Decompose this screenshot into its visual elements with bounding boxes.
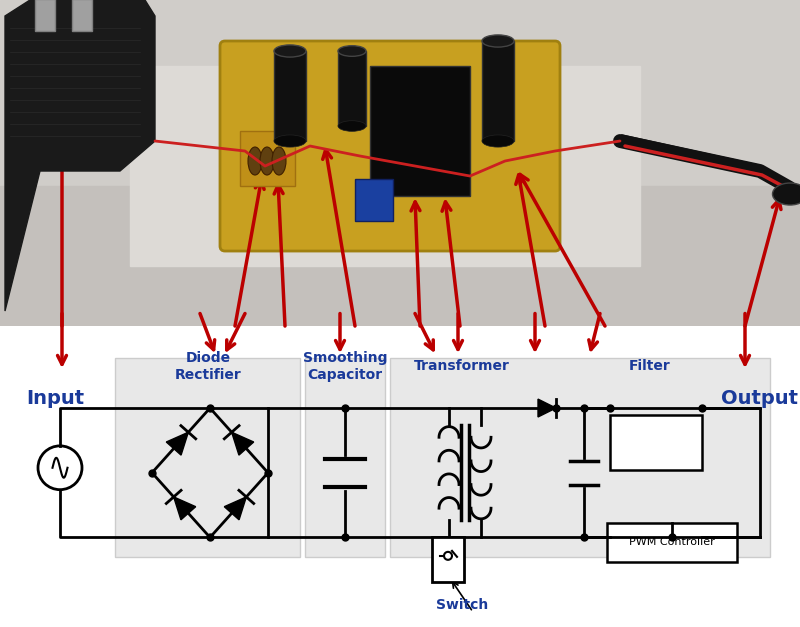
Bar [355, 179, 393, 221]
Polygon shape [174, 497, 196, 520]
Bar [305, 358, 385, 557]
Ellipse shape [260, 147, 274, 175]
Bar [115, 358, 300, 557]
Ellipse shape [248, 147, 262, 175]
Text: Switch: Switch [436, 598, 488, 612]
Text: PWM Controller: PWM Controller [629, 537, 715, 547]
Ellipse shape [482, 35, 514, 47]
Bar [72, 0, 92, 31]
Text: Input: Input [26, 389, 84, 408]
Ellipse shape [773, 183, 800, 205]
Bar [390, 358, 770, 557]
Bar [240, 131, 295, 186]
Text: Smoothing
Capacitor: Smoothing Capacitor [302, 350, 387, 382]
Bar [607, 522, 737, 562]
Bar [274, 51, 306, 141]
Bar [0, 186, 800, 326]
Polygon shape [166, 432, 188, 455]
Bar [432, 537, 464, 582]
Text: Filter: Filter [629, 359, 671, 373]
Bar [338, 51, 366, 126]
Bar [482, 41, 514, 141]
Polygon shape [5, 0, 155, 311]
Bar [35, 0, 55, 31]
FancyBboxPatch shape [220, 41, 560, 251]
Polygon shape [224, 497, 246, 520]
Ellipse shape [482, 135, 514, 147]
Ellipse shape [274, 135, 306, 147]
Polygon shape [538, 399, 556, 417]
Text: Output: Output [722, 389, 798, 408]
Bar [610, 415, 702, 470]
Bar [370, 66, 470, 196]
Text: Diode
Rectifier: Diode Rectifier [174, 350, 242, 382]
Ellipse shape [338, 120, 366, 131]
Polygon shape [232, 432, 254, 455]
Ellipse shape [274, 45, 306, 57]
Bar [130, 66, 640, 266]
Ellipse shape [272, 147, 286, 175]
Ellipse shape [338, 46, 366, 56]
Text: Transformer: Transformer [414, 359, 510, 373]
